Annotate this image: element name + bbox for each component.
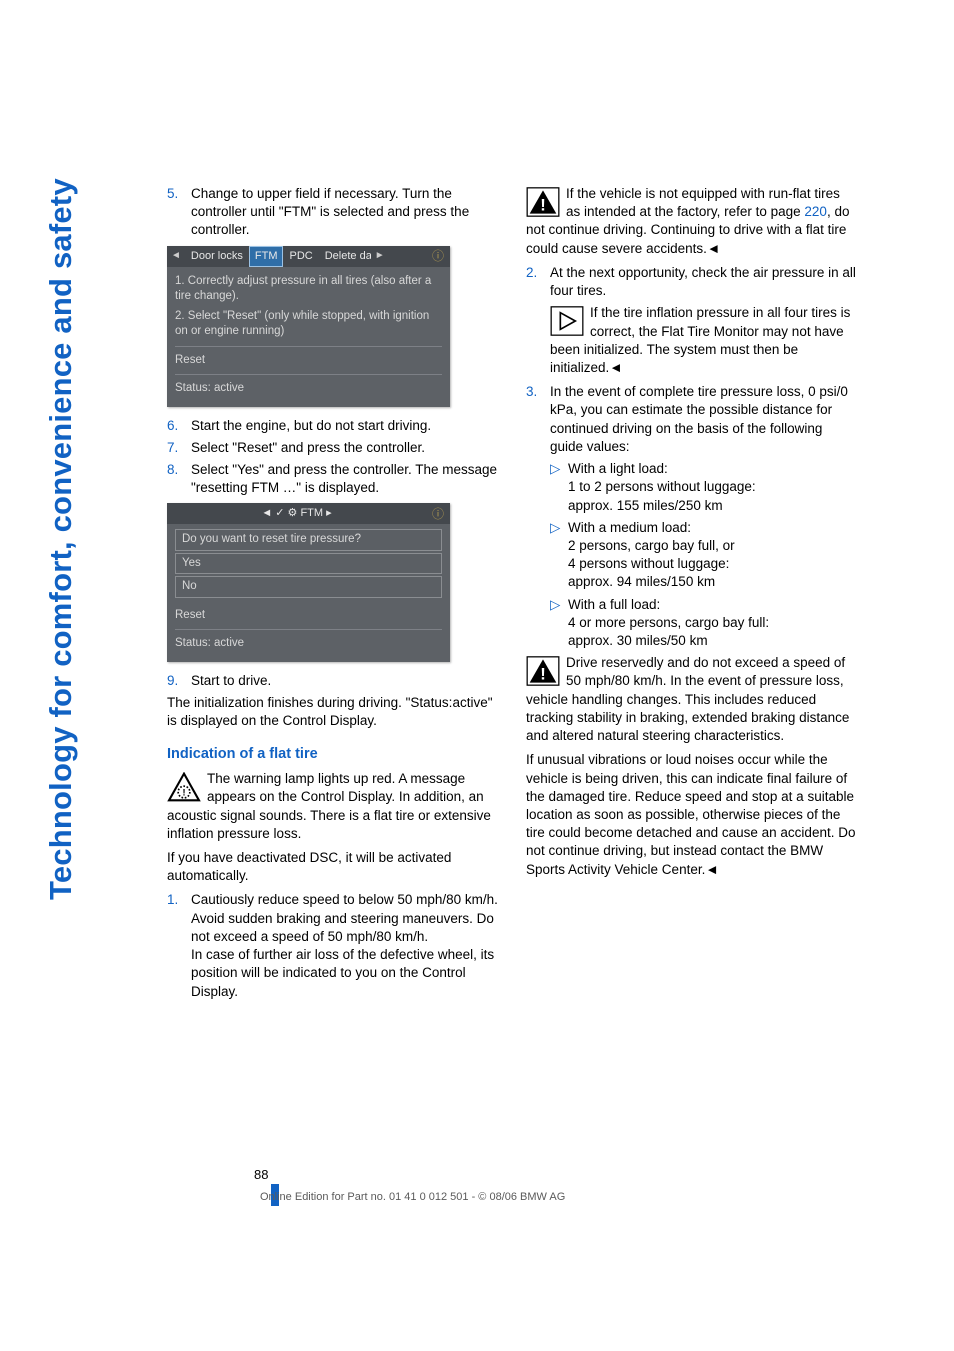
question-row: Do you want to reset tire pressure? [175,529,442,551]
paragraph-initialization: The initialization finishes during drivi… [167,694,498,730]
header-bar: ◄ ✓ ⚙ FTM ▸ ⓘ [167,503,450,524]
flat-tire-warning-icon: ! [167,772,201,802]
triangle-bullet-icon: ▷ [550,460,568,515]
step-7: 7. Select "Reset" and press the controll… [167,439,498,457]
header-title: ◄ ✓ ⚙ FTM ▸ [167,503,426,524]
sub-full-load: ▷ With a full load: 4 or more persons, c… [550,596,857,651]
warning-runflat: ! If the vehicle is not equipped with ru… [526,185,857,258]
tip-text: If the tire inflation pressure in all fo… [550,305,850,375]
reset-label: Reset [175,351,442,371]
warning-lamp-text: The warning lamp lights up red. A messag… [167,771,491,841]
instruction-line-2: 2. Select "Reset" (only while stopped, w… [175,307,442,342]
status-label: Status: active [175,634,442,654]
step-8: 8. Select "Yes" and press the controller… [167,461,498,497]
step-number: 7. [167,439,191,457]
no-row: No [175,576,442,598]
idrive-screenshot-ftm-settings: ◄ Door locks FTM PDC Delete da ► ⓘ 1. Co… [167,246,450,407]
svg-text:!: ! [540,195,546,214]
heading-flat-tire: Indication of a flat tire [167,745,498,765]
step-1-b: 1. Cautiously reduce speed to below 50 m… [167,891,498,1000]
info-icon: ⓘ [426,506,450,522]
tab-delete-data: Delete da [319,246,371,267]
step-3r: 3. In the event of complete tire pressur… [526,383,857,456]
left-column: 5. Change to upper field if necessary. T… [167,185,498,1005]
step-number: 9. [167,672,191,690]
step-number: 5. [167,185,191,240]
step-6: 6. Start the engine, but do not start dr… [167,417,498,435]
tab-door-locks: Door locks [185,246,249,267]
step-text: Start the engine, but do not start drivi… [191,417,498,435]
svg-text:!: ! [540,665,546,684]
warning-triangle-icon: ! [526,187,560,217]
triangle-bullet-icon: ▷ [550,596,568,651]
sub-head: With a medium load: [568,519,857,537]
step-text: Start to drive. [191,672,498,690]
sub-l1: 4 or more persons, cargo bay full: [568,614,857,632]
sub-l3: approx. 94 miles/150 km [568,573,857,591]
sub-l1: 2 persons, cargo bay full, or [568,537,857,555]
right-column: ! If the vehicle is not equipped with ru… [526,185,857,1005]
status-label: Status: active [175,379,442,399]
step-text: In the event of complete tire pressure l… [550,383,857,456]
tab-pdc: PDC [283,246,318,267]
paragraph-dsc: If you have deactivated DSC, it will be … [167,849,498,885]
info-icon: ⓘ [426,248,450,264]
sub-l1: 1 to 2 persons without luggage: [568,478,857,496]
warning-lamp-paragraph: ! The warning lamp lights up red. A mess… [167,770,498,843]
yes-row: Yes [175,553,442,575]
page-number: 88 [254,1166,268,1184]
page-content: 5. Change to upper field if necessary. T… [167,185,857,1005]
instruction-line-1: 1. Correctly adjust pressure in all tire… [175,272,442,307]
step-number: 8. [167,461,191,497]
step-text-b: In case of further air loss of the defec… [191,946,498,1001]
sub-l2: 4 persons without luggage: [568,555,857,573]
sub-l2: approx. 30 miles/50 km [568,632,857,650]
idrive-screenshot-reset-confirm: ◄ ✓ ⚙ FTM ▸ ⓘ Do you want to reset tire … [167,503,450,661]
reset-label: Reset [175,606,442,626]
sub-l2: approx. 155 miles/250 km [568,497,857,515]
step-text-a: Cautiously reduce speed to below 50 mph/… [191,891,498,946]
tip-block: If the tire inflation pressure in all fo… [550,304,857,377]
tip-arrow-icon [550,306,584,336]
warn2-text: Drive reservedly and do not exceed a spe… [526,655,849,743]
arrow-left-icon: ◄ [167,249,185,263]
arrow-right-icon: ► [371,249,389,263]
step-number: 3. [526,383,550,456]
footer-text: Online Edition for Part no. 01 41 0 012 … [260,1190,860,1205]
step-number: 6. [167,417,191,435]
triangle-bullet-icon: ▷ [550,519,568,592]
step-text: At the next opportunity, check the air p… [550,264,857,300]
screenshot-body: Do you want to reset tire pressure? Yes … [167,524,450,662]
screenshot-body: 1. Correctly adjust pressure in all tire… [167,267,450,407]
step-text: Cautiously reduce speed to below 50 mph/… [191,891,498,1000]
step-number: 1. [167,891,191,1000]
sub-medium-load: ▷ With a medium load: 2 persons, cargo b… [550,519,857,592]
paragraph-last: If unusual vibrations or loud noises occ… [526,751,857,879]
step-text: Change to upper field if necessary. Turn… [191,185,498,240]
tab-ftm: FTM [249,246,284,267]
warning-triangle-icon: ! [526,656,560,686]
warn-pre: If the vehicle is not equipped with run-… [566,186,840,219]
step-number: 2. [526,264,550,300]
sub-light-load: ▷ With a light load: 1 to 2 persons with… [550,460,857,515]
step-9: 9. Start to drive. [167,672,498,690]
step-5: 5. Change to upper field if necessary. T… [167,185,498,240]
warning-drive-reservedly: ! Drive reservedly and do not exceed a s… [526,654,857,745]
sub-head: With a full load: [568,596,857,614]
page-reference[interactable]: 220 [804,204,827,219]
section-title-vertical: Technology for comfort, convenience and … [40,178,82,900]
step-text: Select "Reset" and press the controller. [191,439,498,457]
step-2r: 2. At the next opportunity, check the ai… [526,264,857,300]
step-text: Select "Yes" and press the controller. T… [191,461,498,497]
tab-bar: ◄ Door locks FTM PDC Delete da ► ⓘ [167,246,450,267]
sub-head: With a light load: [568,460,857,478]
svg-text:!: ! [182,787,185,797]
